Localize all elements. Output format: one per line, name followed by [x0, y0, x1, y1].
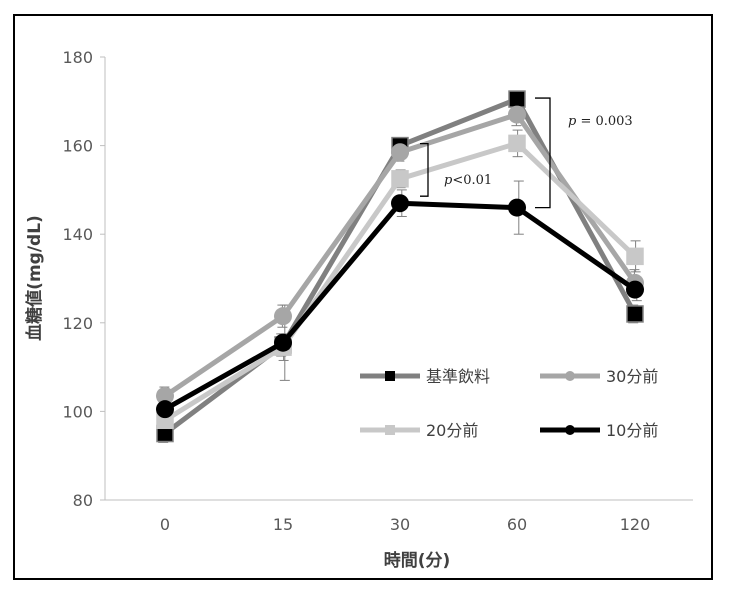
legend-label: 基準飲料: [426, 367, 490, 386]
annotation-p-001: p<0.01: [444, 173, 492, 188]
legend-label: 30分前: [606, 367, 658, 386]
data-point: [391, 194, 409, 213]
data-point: [391, 170, 409, 188]
y-tick-label: 140: [62, 225, 93, 244]
data-point: [508, 198, 526, 217]
data-point: [274, 307, 292, 326]
annotation-p-symbol: p: [444, 173, 453, 188]
legend-marker: [565, 371, 575, 381]
data-point: [274, 333, 292, 352]
x-tick-label: 0: [160, 515, 170, 534]
significance-bracket: [535, 97, 551, 209]
annotation-p-value: = 0.003: [576, 114, 632, 129]
data-point: [626, 305, 644, 323]
legend-label: 10分前: [606, 421, 658, 440]
data-point: [626, 247, 644, 266]
data-point: [508, 105, 526, 124]
chart-frame: 80 100 120 140 160 180 0 15 30 60 120 時間(分) 血糖値(mg/d…: [13, 14, 713, 580]
data-point: [156, 386, 174, 405]
legend-marker: [385, 371, 395, 381]
blood-glucose-line-chart: 80 100 120 140 160 180 0 15 30 60 120 時間(分) 血糖値(mg/d…: [24, 48, 693, 571]
x-tick-label: 120: [620, 515, 651, 534]
annotation-p-symbol: p: [568, 114, 577, 129]
data-point: [626, 280, 644, 299]
y-tick-label: 180: [62, 48, 93, 67]
y-tick-label: 100: [62, 402, 93, 421]
data-point: [508, 90, 526, 108]
legend-label: 20分前: [426, 421, 478, 440]
x-tick-label: 15: [273, 515, 293, 534]
data-point: [508, 134, 526, 153]
x-tick-label: 30: [390, 515, 410, 534]
y-tick-label: 80: [73, 491, 93, 510]
y-axis-title: 血糖値(mg/dL): [24, 215, 45, 341]
legend-marker: [385, 425, 395, 435]
annotation-p-0003: p = 0.003: [568, 114, 633, 129]
y-tick-label: 160: [62, 137, 93, 156]
legend-marker: [565, 425, 575, 435]
y-tick-label: 120: [62, 314, 93, 333]
annotation-p-value: <0.01: [452, 173, 492, 188]
significance-bracket: [420, 142, 429, 197]
data-point: [391, 143, 409, 162]
x-axis-title: 時間(分): [384, 550, 451, 571]
data-point: [156, 400, 174, 419]
x-tick-label: 60: [507, 515, 527, 534]
